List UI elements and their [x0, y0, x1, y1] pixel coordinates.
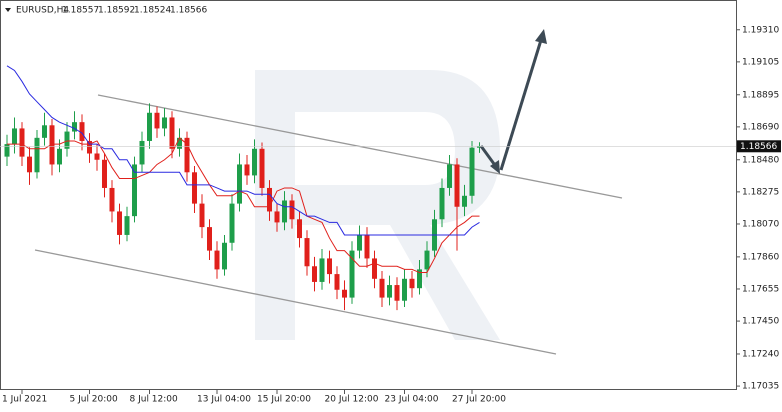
y-tick-label: 1.17450 — [742, 317, 779, 327]
candle-body — [102, 159, 107, 188]
candle-body — [364, 234, 370, 259]
candle-body — [207, 227, 212, 251]
y-tick-label: 1.19105 — [742, 57, 779, 67]
y-tick-label: 1.19310 — [742, 25, 779, 35]
candle-body — [4, 144, 10, 157]
close-value: 1.18566 — [170, 6, 207, 16]
x-tick-label: 15 Jul 20:00 — [257, 395, 311, 405]
candle-body — [222, 242, 227, 270]
indicator-line — [7, 137, 480, 274]
y-tick-label: 1.18275 — [742, 187, 779, 197]
candle-body — [424, 250, 430, 270]
indicator-line — [6, 65, 480, 236]
candle-body — [162, 117, 167, 129]
candle-body — [192, 172, 197, 204]
candle-body — [237, 164, 242, 204]
candle-body — [49, 125, 55, 165]
candle-body — [319, 258, 325, 282]
candle-body — [72, 122, 77, 132]
candle-body — [372, 258, 377, 279]
price-label-box — [737, 140, 781, 153]
candle-body — [439, 187, 445, 220]
candle-body — [12, 128, 17, 145]
candle-body — [177, 137, 182, 149]
price-label: 1.18566 — [740, 142, 777, 152]
x-tick-label: 13 Jul 04:00 — [197, 395, 251, 405]
candle-body — [199, 203, 205, 228]
low-value: 1.18524 — [134, 6, 171, 16]
candle-body — [297, 219, 302, 239]
y-tick-label: 1.18895 — [742, 90, 779, 100]
candle-body — [357, 234, 362, 251]
candle-body — [94, 153, 100, 160]
y-tick-label: 1.18480 — [742, 155, 779, 165]
candle-body — [154, 112, 160, 129]
x-tick-label: 23 Jul 04:00 — [385, 395, 439, 405]
candle-body — [124, 216, 130, 235]
x-tick-label: 20 Jul 12:00 — [325, 395, 379, 405]
x-tick-label: 27 Jul 20:00 — [452, 395, 506, 405]
candle-body — [327, 258, 332, 275]
candle-body — [184, 137, 190, 173]
high-value: 1.18592 — [98, 6, 135, 16]
x-tick-label: 5 Jul 20:00 — [70, 395, 119, 405]
candle-body — [27, 156, 32, 173]
candle-body — [19, 128, 25, 157]
candle-body — [117, 211, 122, 235]
x-tick-label: 1 Jul 2021 — [2, 395, 47, 405]
candle-body — [79, 122, 85, 141]
candle-body — [147, 112, 152, 141]
y-tick-label: 1.17240 — [742, 349, 779, 359]
candle-body — [64, 131, 70, 149]
candle-body — [267, 187, 272, 212]
candle-body — [169, 117, 175, 149]
candle-body — [289, 200, 295, 220]
candle-body — [349, 250, 355, 298]
candle-body — [109, 187, 115, 212]
candle-body — [87, 140, 92, 154]
candle-body — [42, 125, 47, 138]
candle-body — [417, 269, 422, 289]
candle-body — [252, 148, 257, 176]
candle-body — [469, 147, 475, 196]
candle-body — [342, 289, 347, 298]
candle-body — [259, 148, 265, 188]
open-value: 1.18557 — [62, 6, 99, 16]
candle-body — [379, 278, 385, 298]
candle-body — [387, 285, 392, 298]
y-tick-label: 1.17655 — [742, 284, 779, 294]
candle-body — [274, 211, 280, 223]
y-tick-label: 1.18690 — [742, 122, 779, 132]
candle-body — [454, 164, 460, 207]
symbol: EURUSD,H4 — [16, 6, 69, 16]
candle-body — [477, 146, 482, 148]
x-tick-label: 8 Jul 12:00 — [130, 395, 179, 405]
candle-body — [334, 274, 340, 290]
candle-body — [409, 278, 415, 289]
candle-body — [57, 148, 62, 165]
y-tick-label: 1.18070 — [742, 219, 779, 229]
candle-body — [304, 238, 310, 267]
candle-body — [402, 278, 407, 301]
candle-body — [139, 140, 145, 165]
candle-body — [214, 250, 220, 270]
forecast-arrows — [479, 29, 547, 174]
y-tick-label: 1.17860 — [742, 252, 779, 262]
candle-body — [34, 137, 40, 173]
candle-body — [447, 164, 452, 188]
candle-body — [394, 285, 400, 301]
candle-body — [312, 266, 317, 282]
candle-body — [229, 203, 235, 243]
y-tick-label: 1.17035 — [742, 382, 779, 392]
candle-body — [132, 164, 137, 217]
candle-body — [462, 195, 467, 207]
candle-body — [282, 200, 287, 223]
candle-body — [244, 164, 250, 176]
menu-triangle[interactable] — [5, 8, 11, 12]
